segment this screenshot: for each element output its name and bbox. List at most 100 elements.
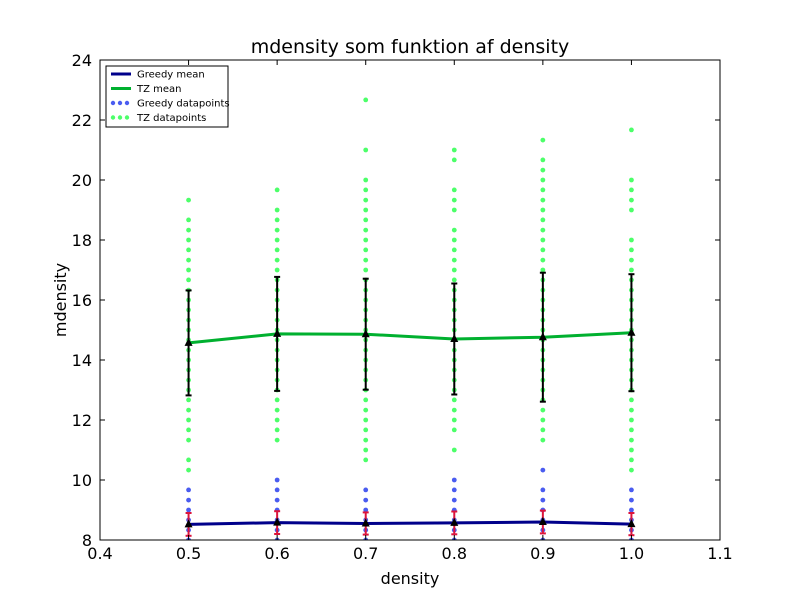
legend-swatch-dot [110, 115, 116, 120]
datapoint [629, 257, 634, 263]
datapoint [363, 457, 369, 463]
datapoint [274, 427, 280, 433]
datapoint [540, 427, 546, 433]
datapoint [363, 427, 369, 433]
datapoint [540, 257, 546, 263]
mean-marker [273, 517, 282, 526]
datapoint [451, 397, 457, 403]
datapoint [363, 147, 369, 153]
y-tick-label: 18 [72, 231, 92, 250]
datapoint [540, 167, 546, 173]
mean-marker [450, 334, 459, 342]
datapoint [363, 187, 369, 193]
datapoint [629, 177, 634, 183]
datapoint [540, 247, 546, 253]
mean-marker [538, 517, 547, 525]
datapoint [629, 457, 634, 463]
datapoint [274, 227, 280, 233]
y-tick-label: 10 [72, 471, 92, 490]
datapoint [540, 157, 546, 163]
legend-entry: TZ datapoints [110, 113, 206, 124]
legend: Greedy mean TZ mean Greedy datapoints TZ da… [105, 65, 230, 128]
datapoint [186, 217, 191, 223]
x-tick-label: 0.6 [264, 544, 289, 563]
datapoint [363, 217, 369, 223]
x-tick-label: 0.8 [442, 544, 467, 563]
plot-clip [184, 97, 636, 540]
datapoint [540, 407, 546, 413]
x-tick-label: 1.1 [707, 544, 732, 563]
x-tick-label: 0.4 [87, 544, 112, 563]
datapoint [274, 437, 280, 443]
datapoint [629, 397, 634, 403]
legend-entry: Greedy datapoints [110, 99, 230, 110]
datapoint [540, 417, 546, 423]
legend-swatch-dot [124, 115, 130, 120]
datapoint [274, 207, 280, 213]
datapoint [451, 477, 457, 483]
plot-area [184, 97, 636, 540]
datapoint [451, 427, 457, 433]
legend-swatch-dot [124, 100, 130, 106]
datapoint [186, 437, 191, 443]
datapoint [540, 197, 546, 203]
legend-label: Greedy mean [137, 70, 205, 81]
datapoint [186, 417, 191, 423]
scatter-tz [186, 97, 634, 473]
datapoint [451, 487, 457, 493]
legend-label: Greedy datapoints [137, 99, 230, 110]
y-tick-label: 16 [72, 291, 92, 310]
datapoint [540, 497, 546, 503]
mean-marker [184, 337, 193, 346]
datapoint [363, 207, 369, 213]
datapoint [363, 507, 369, 513]
datapoint [274, 407, 280, 413]
datapoint [629, 247, 634, 253]
datapoint [274, 257, 280, 263]
y-tick-label: 24 [72, 51, 92, 70]
datapoint [451, 247, 457, 253]
chart-title: mdensity som funktion af density [251, 36, 570, 58]
datapoint [540, 487, 546, 493]
datapoint [451, 417, 457, 423]
datapoint [629, 197, 634, 203]
datapoint [186, 257, 191, 263]
mean-marker [361, 329, 370, 338]
datapoint [363, 397, 369, 403]
datapoint [451, 277, 457, 283]
x-axis-label: density [381, 569, 440, 588]
datapoint [540, 187, 546, 193]
mean-marker [184, 519, 193, 528]
axes: 0.4 0.5 0.6 0.7 0.8 0.9 1.0 1.1 8 10 12 14 16 18 20 22 2… [72, 51, 733, 563]
datapoint [186, 407, 191, 413]
datapoint [274, 187, 280, 193]
datapoint [629, 267, 634, 273]
datapoint [186, 457, 191, 463]
datapoint [274, 237, 280, 243]
datapoint [629, 407, 634, 413]
datapoint [629, 497, 634, 503]
datapoint [629, 127, 634, 133]
legend-entry: Greedy mean [111, 70, 205, 81]
x-tick-label: 0.9 [530, 544, 555, 563]
datapoint [186, 487, 191, 493]
datapoint [629, 467, 634, 473]
datapoint [451, 497, 457, 503]
datapoint [451, 197, 457, 203]
x-tick-label: 0.5 [176, 544, 201, 563]
legend-swatch-dot [117, 115, 123, 120]
datapoint [274, 417, 280, 423]
mean-marker [627, 327, 636, 336]
datapoint [274, 497, 280, 503]
y-tick-label: 14 [72, 351, 92, 370]
datapoint [186, 467, 191, 473]
datapoint [363, 197, 369, 203]
datapoint [186, 427, 191, 433]
datapoint [186, 507, 191, 513]
datapoint [629, 447, 634, 453]
x-tick-label: 0.7 [353, 544, 378, 563]
datapoint [186, 497, 191, 503]
y-tick-label: 8 [82, 531, 92, 550]
datapoint [186, 227, 191, 233]
datapoint [186, 397, 191, 403]
